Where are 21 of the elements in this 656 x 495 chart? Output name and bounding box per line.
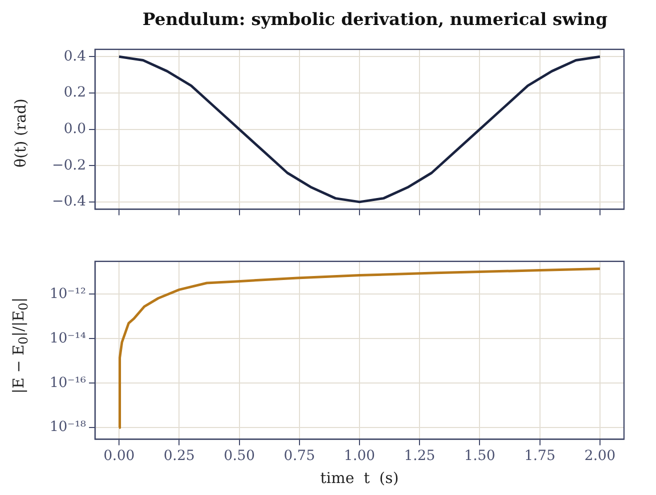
y-tick-label: 0.2 bbox=[64, 84, 86, 101]
y-axis-title: θ(t) (rad) bbox=[11, 98, 30, 168]
x-tick-label: 0.75 bbox=[284, 448, 315, 464]
y-tick-label: 10⁻¹⁴ bbox=[50, 330, 86, 346]
x-axis-title: time t (s) bbox=[320, 468, 399, 487]
x-tick-label: 2.00 bbox=[584, 448, 616, 464]
x-tick-label: 1.25 bbox=[404, 448, 436, 464]
x-tick-label: 1.00 bbox=[344, 448, 376, 464]
y-tick-label: 0.4 bbox=[64, 48, 86, 64]
chart-title: Pendulum: symbolic derivation, numerical swing bbox=[141, 10, 609, 30]
x-tick-label: 1.50 bbox=[464, 448, 496, 464]
x-tick-label: 0.00 bbox=[103, 448, 135, 464]
x-tick-label: 0.25 bbox=[164, 448, 195, 464]
y-tick-label: −0.2 bbox=[52, 157, 86, 174]
y-tick-label: 10⁻¹⁶ bbox=[50, 374, 86, 391]
y-tick-label: −0.4 bbox=[52, 194, 86, 210]
y-tick-label: 10⁻¹⁸ bbox=[50, 419, 86, 436]
x-tick-label: 0.50 bbox=[224, 448, 255, 464]
y-tick-label: 0.0 bbox=[64, 120, 86, 137]
x-tick-label: 1.75 bbox=[524, 448, 556, 464]
y-tick-label: 10⁻¹² bbox=[50, 286, 86, 302]
